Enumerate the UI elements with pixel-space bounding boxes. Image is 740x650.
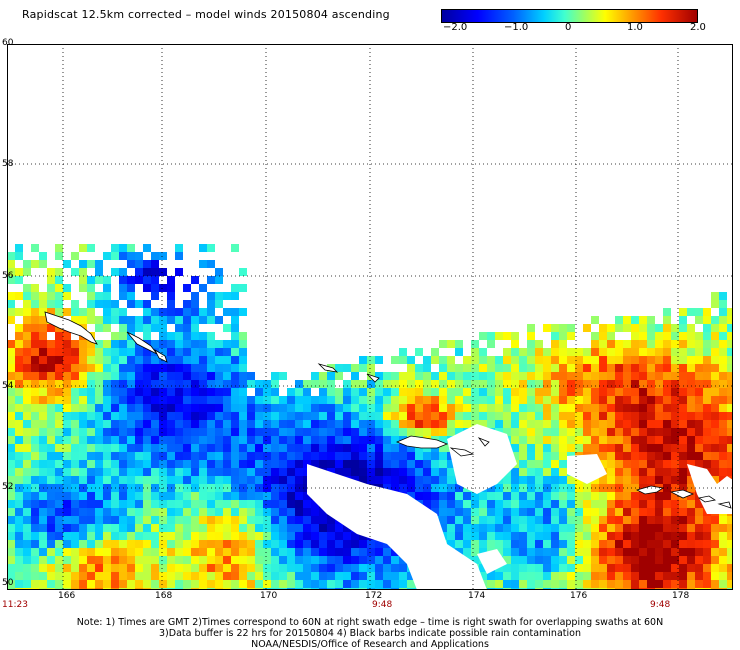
- lat-label: 56: [2, 271, 14, 281]
- lon-label: 174: [468, 591, 486, 601]
- note-line: NOAA/NESDIS/Office of Research and Appli…: [251, 639, 489, 650]
- colorbar-tick: 2.0: [690, 22, 706, 33]
- lon-label: 178: [672, 591, 690, 601]
- swath-data: [7, 244, 733, 590]
- lon-label: 176: [570, 591, 588, 601]
- lat-lon-grid: [7, 44, 733, 590]
- map-title: Rapidscat 12.5km corrected – model winds…: [22, 8, 390, 21]
- lat-label: 54: [2, 381, 14, 391]
- note-line: Note: 1) Times are GMT 2)Times correspon…: [76, 617, 664, 628]
- time-label: 9:48: [650, 600, 671, 610]
- lon-label: 168: [155, 591, 173, 601]
- lat-label: 60: [2, 38, 14, 48]
- wind-difference-map: [7, 44, 733, 590]
- colorbar-tick: 1.0: [627, 22, 643, 33]
- lon-label: 172: [365, 591, 383, 601]
- map-frame: [7, 44, 733, 590]
- lat-label: 52: [2, 482, 14, 492]
- lon-label: 166: [58, 591, 76, 601]
- time-label: 9:48: [372, 600, 393, 610]
- lat-label: 58: [2, 159, 14, 169]
- colorbar-tick: −1.0: [504, 22, 529, 33]
- time-label: 11:23: [2, 600, 28, 610]
- colorbar-tick: 0: [565, 22, 572, 33]
- colorbar: [441, 9, 698, 23]
- lon-label: 170: [260, 591, 278, 601]
- colorbar-tick: −2.0: [443, 22, 468, 33]
- swath-gaps: [307, 424, 733, 590]
- coastline: [44, 311, 732, 509]
- note-line: 3)Data buffer is 22 hrs for 20150804 4) …: [159, 628, 581, 639]
- lat-label: 50: [2, 578, 14, 588]
